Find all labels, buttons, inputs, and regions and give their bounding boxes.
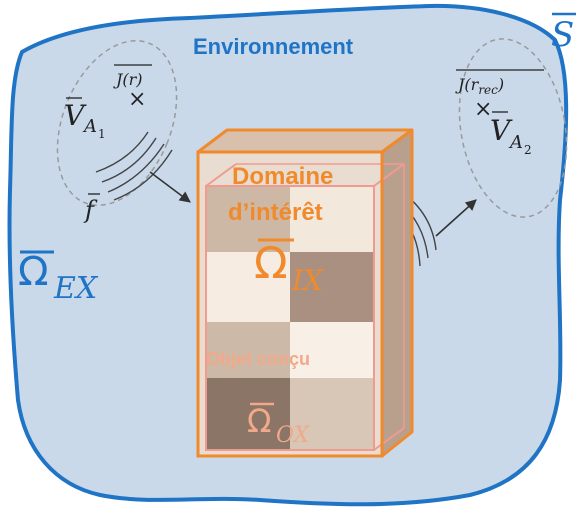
source-left-current: J(r) bbox=[113, 70, 143, 89]
domain-box bbox=[196, 128, 414, 458]
arrow-icon bbox=[149, 171, 191, 203]
omega-ex-subscript: EX bbox=[53, 271, 99, 306]
domain-title-line1: Domaine bbox=[232, 163, 333, 190]
arrow-icon bbox=[435, 199, 477, 237]
domain-title-line2: d’intérêt bbox=[228, 199, 323, 226]
omega-ex-label: Ω EX bbox=[18, 249, 99, 306]
omega-ox-subscript: OX bbox=[276, 423, 311, 448]
omega-ox-symbol: Ω bbox=[247, 402, 271, 440]
surface-label: S bbox=[551, 12, 576, 55]
cross-marker-icon: × bbox=[474, 97, 492, 122]
source-right: J(rrec) × V A 2 bbox=[455, 38, 568, 218]
source-right-current: J(rrec) bbox=[455, 75, 504, 97]
omega-ox-label: Ω OX bbox=[247, 402, 311, 448]
environment-title: Environnement bbox=[193, 34, 354, 59]
source-right-sub: A bbox=[508, 132, 523, 153]
object-title: Objet conçu bbox=[206, 349, 310, 369]
omega-ix-subscript: IX bbox=[291, 264, 324, 297]
wave-icon bbox=[95, 131, 173, 201]
omega-ix-label: Ω IX bbox=[254, 238, 324, 297]
omega-ix-symbol: Ω bbox=[254, 238, 288, 289]
surface-letter: S bbox=[551, 15, 574, 55]
omega-ex-symbol: Ω bbox=[18, 249, 49, 295]
source-right-subsub: 2 bbox=[524, 143, 532, 157]
source-left-subsub: 1 bbox=[98, 127, 106, 141]
source-left: J(r) × V A 1 bbox=[56, 39, 178, 207]
source-left-sub: A bbox=[82, 116, 97, 137]
source-right-voltage: V bbox=[490, 114, 513, 147]
cross-marker-icon: × bbox=[128, 87, 146, 112]
source-left-voltage: V bbox=[64, 99, 87, 132]
